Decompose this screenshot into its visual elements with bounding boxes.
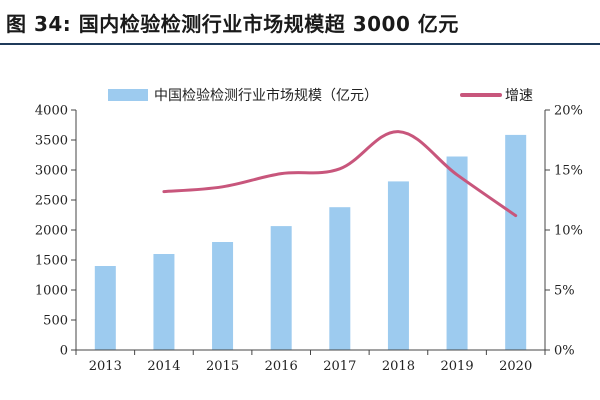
- x-tick-label-2017: 2017: [323, 359, 356, 374]
- bar-2014: [153, 254, 175, 350]
- bar-2015: [212, 242, 234, 350]
- y-right-tick-label: 20%: [554, 104, 583, 119]
- y-right-tick-label: 10%: [554, 224, 583, 239]
- legend-label-line: 增速: [505, 88, 533, 104]
- y-right-tick-label: 15%: [554, 164, 583, 179]
- bar-2020: [505, 134, 527, 350]
- bar-2019: [446, 156, 468, 350]
- y-left-tick-label: 1000: [35, 284, 68, 299]
- y-left-tick-label: 3000: [35, 164, 68, 179]
- x-tick-label-2019: 2019: [441, 359, 474, 374]
- y-left-tick-label: 3500: [35, 134, 68, 149]
- bar-2016: [270, 226, 292, 350]
- y-left-tick-label: 1500: [35, 254, 68, 269]
- x-tick-label-2018: 2018: [382, 359, 415, 374]
- x-tick-label-2020: 2020: [499, 359, 532, 374]
- bar-2013: [94, 266, 116, 350]
- x-tick-label-2013: 2013: [89, 359, 122, 374]
- y-left-tick-label: 500: [43, 314, 68, 329]
- figure-header: 图 34: 国内检验检测行业市场规模超 3000 亿元: [0, 0, 600, 46]
- legend-label-bar: 中国检验检测行业市场规模（亿元）: [154, 87, 378, 104]
- bar-2017: [329, 207, 351, 350]
- legend-swatch-bar: [108, 89, 148, 101]
- x-tick-label-2014: 2014: [147, 359, 180, 374]
- y-left-tick-label: 4000: [35, 104, 68, 119]
- y-left-tick-label: 0: [60, 344, 68, 359]
- title-rule: [0, 43, 600, 45]
- bar-2018: [387, 181, 409, 350]
- figure-title: 图 34: 国内检验检测行业市场规模超 3000 亿元: [6, 12, 459, 36]
- y-right-tick-label: 5%: [554, 284, 575, 299]
- x-tick-label-2015: 2015: [206, 359, 239, 374]
- x-tick-label-2016: 2016: [265, 359, 298, 374]
- y-left-tick-label: 2500: [35, 194, 68, 209]
- y-right-tick-label: 0%: [554, 344, 575, 359]
- y-left-tick-label: 2000: [35, 224, 68, 239]
- growth-line: [162, 130, 518, 218]
